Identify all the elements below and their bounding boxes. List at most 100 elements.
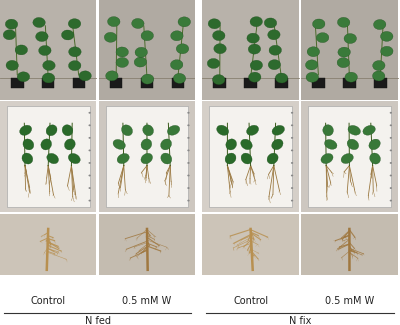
Ellipse shape <box>324 139 337 149</box>
Bar <box>141 78 153 88</box>
Text: 0.5 mM W: 0.5 mM W <box>325 296 374 306</box>
Bar <box>0 0 96 100</box>
Ellipse shape <box>68 61 81 71</box>
Ellipse shape <box>161 139 172 150</box>
Circle shape <box>390 112 392 114</box>
Ellipse shape <box>264 18 277 28</box>
Ellipse shape <box>321 153 333 163</box>
Circle shape <box>187 137 190 139</box>
Ellipse shape <box>246 125 259 135</box>
Text: N fix: N fix <box>289 316 311 325</box>
Text: N fed: N fed <box>85 316 110 325</box>
Ellipse shape <box>345 72 358 82</box>
Circle shape <box>390 124 392 126</box>
Text: 0.5 mM W: 0.5 mM W <box>122 296 172 306</box>
Circle shape <box>88 187 91 189</box>
Ellipse shape <box>104 32 117 42</box>
Ellipse shape <box>62 125 73 136</box>
Ellipse shape <box>62 30 74 40</box>
Circle shape <box>291 187 293 189</box>
Ellipse shape <box>41 139 52 150</box>
Ellipse shape <box>380 32 393 41</box>
Ellipse shape <box>39 46 51 56</box>
Bar <box>172 78 184 88</box>
Ellipse shape <box>141 139 152 150</box>
Ellipse shape <box>143 125 154 136</box>
Ellipse shape <box>348 125 360 135</box>
Bar <box>301 101 398 213</box>
Ellipse shape <box>380 46 393 56</box>
Bar <box>275 78 288 88</box>
Ellipse shape <box>341 153 353 163</box>
Ellipse shape <box>372 71 385 81</box>
Ellipse shape <box>269 45 282 55</box>
Ellipse shape <box>225 153 236 164</box>
Circle shape <box>291 175 293 176</box>
Bar <box>0 101 96 213</box>
Ellipse shape <box>212 31 225 41</box>
Circle shape <box>390 200 392 201</box>
Circle shape <box>187 200 190 201</box>
Ellipse shape <box>241 153 252 164</box>
Circle shape <box>88 162 91 164</box>
Ellipse shape <box>116 47 128 57</box>
Ellipse shape <box>369 139 380 150</box>
Ellipse shape <box>23 139 34 150</box>
Ellipse shape <box>22 153 33 164</box>
Circle shape <box>187 175 190 176</box>
Ellipse shape <box>272 125 284 135</box>
Circle shape <box>390 137 392 139</box>
Ellipse shape <box>141 153 152 164</box>
Ellipse shape <box>373 60 385 71</box>
Bar <box>244 78 257 88</box>
Circle shape <box>187 162 190 164</box>
Ellipse shape <box>6 60 18 71</box>
Ellipse shape <box>306 60 318 70</box>
Ellipse shape <box>374 20 386 30</box>
Ellipse shape <box>248 44 261 54</box>
Ellipse shape <box>161 153 172 164</box>
Bar <box>195 0 202 297</box>
Ellipse shape <box>344 33 356 44</box>
Circle shape <box>291 150 293 151</box>
Ellipse shape <box>207 58 220 69</box>
Circle shape <box>390 150 392 151</box>
Circle shape <box>187 112 190 114</box>
Bar <box>301 0 398 100</box>
Ellipse shape <box>241 139 252 150</box>
Circle shape <box>88 124 91 126</box>
Ellipse shape <box>173 73 186 84</box>
Circle shape <box>88 150 91 151</box>
Circle shape <box>187 124 190 126</box>
Ellipse shape <box>323 125 334 136</box>
Ellipse shape <box>113 139 125 150</box>
Ellipse shape <box>43 60 55 71</box>
Ellipse shape <box>307 47 320 57</box>
Ellipse shape <box>122 125 132 136</box>
Bar <box>73 78 85 88</box>
Ellipse shape <box>17 72 30 82</box>
Ellipse shape <box>250 60 262 70</box>
Circle shape <box>291 162 293 164</box>
Ellipse shape <box>275 73 288 83</box>
Bar <box>312 78 325 88</box>
Circle shape <box>291 112 293 114</box>
Bar <box>110 78 122 88</box>
Ellipse shape <box>337 58 350 68</box>
Ellipse shape <box>347 139 359 150</box>
Ellipse shape <box>312 19 325 29</box>
Text: Control: Control <box>233 296 268 306</box>
Ellipse shape <box>208 19 221 29</box>
Ellipse shape <box>170 60 183 70</box>
Bar <box>7 107 90 207</box>
Text: Control: Control <box>31 296 66 306</box>
Ellipse shape <box>250 17 262 27</box>
Ellipse shape <box>15 45 28 55</box>
Bar <box>11 78 24 88</box>
Bar <box>374 78 386 88</box>
Ellipse shape <box>338 47 350 57</box>
Bar <box>99 101 195 213</box>
Circle shape <box>187 187 190 189</box>
Circle shape <box>291 137 293 139</box>
Ellipse shape <box>117 153 129 163</box>
